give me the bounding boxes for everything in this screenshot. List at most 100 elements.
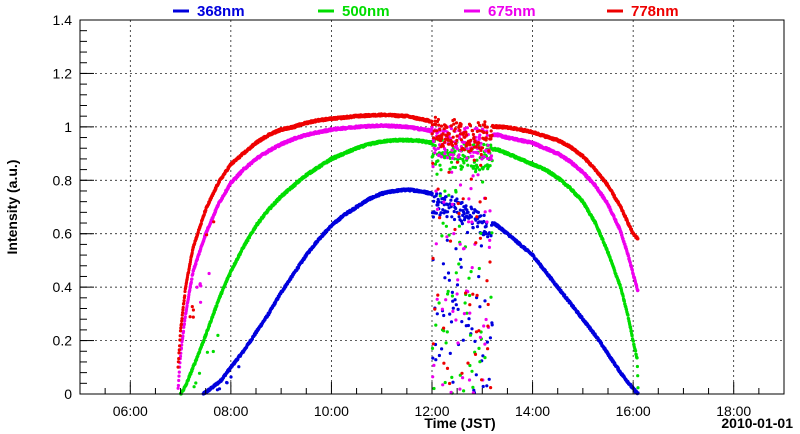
data-point: [631, 339, 636, 343]
data-point: [182, 299, 186, 303]
data-point: [451, 309, 455, 313]
data-point: [490, 231, 494, 235]
data-point: [456, 341, 460, 345]
data-point: [478, 360, 482, 364]
data-point: [182, 322, 186, 326]
data-point: [179, 322, 183, 326]
data-point: [455, 292, 459, 296]
data-point: [471, 226, 475, 230]
data-point: [454, 271, 458, 275]
data-point: [465, 156, 469, 160]
data-point: [454, 318, 458, 322]
data-point: [178, 329, 183, 333]
data-point: [478, 305, 482, 309]
data-point: [484, 232, 488, 236]
data-point: [476, 151, 480, 155]
data-point: [461, 338, 465, 342]
data-point: [177, 351, 181, 355]
data-point: [457, 262, 461, 266]
data-point: [296, 265, 301, 270]
data-point: [630, 333, 634, 337]
data-point: [176, 383, 180, 388]
data-point: [190, 277, 194, 281]
data-point: [443, 198, 447, 202]
data-point: [177, 378, 181, 383]
data-point: [450, 290, 454, 294]
data-point: [443, 189, 447, 193]
data-point: [466, 163, 470, 167]
data-point: [489, 157, 493, 161]
data-point: [459, 257, 463, 261]
data-point: [455, 197, 459, 201]
data-point: [469, 215, 473, 219]
data-point: [459, 219, 464, 223]
data-point: [195, 285, 199, 289]
data-point: [217, 387, 222, 391]
data-point: [462, 389, 466, 393]
data-points: [176, 112, 640, 396]
series-368nm: [201, 187, 640, 396]
data-point: [437, 301, 441, 305]
data-point: [445, 238, 449, 242]
data-point: [434, 242, 438, 246]
data-point: [482, 324, 486, 328]
data-point: [178, 338, 182, 342]
data-point: [444, 298, 448, 302]
data-point: [477, 136, 482, 140]
data-point: [488, 209, 492, 213]
data-point: [479, 214, 483, 218]
data-point: [452, 232, 456, 236]
data-point: [451, 306, 455, 310]
data-point: [449, 390, 453, 394]
data-point: [189, 280, 193, 284]
data-point: [477, 275, 481, 279]
data-point: [432, 363, 436, 367]
data-point: [435, 192, 439, 196]
data-point: [636, 288, 640, 292]
data-point: [467, 220, 471, 224]
data-point: [487, 245, 491, 249]
data-point: [458, 208, 462, 212]
data-point: [452, 217, 457, 222]
data-point: [453, 149, 457, 153]
data-point: [470, 220, 474, 224]
data-point: [454, 190, 458, 194]
data-point: [441, 262, 445, 266]
data-point: [207, 271, 211, 276]
data-point: [484, 317, 488, 322]
data-point: [437, 200, 441, 204]
data-point: [183, 315, 187, 319]
data-point: [471, 211, 476, 215]
data-point: [225, 380, 229, 385]
data-point: [194, 381, 198, 385]
data-point: [456, 307, 460, 311]
data-point: [435, 312, 439, 316]
data-point: [455, 147, 459, 151]
data-point: [229, 375, 233, 379]
data-point: [440, 347, 444, 351]
data-point: [440, 307, 444, 311]
data-point: [489, 154, 494, 158]
data-point: [488, 164, 492, 168]
data-point: [471, 154, 475, 158]
data-point: [432, 139, 436, 143]
data-point: [465, 126, 469, 130]
data-point: [451, 299, 455, 303]
data-point: [456, 278, 460, 282]
data-point: [447, 278, 451, 282]
data-point: [435, 297, 439, 301]
data-point: [483, 342, 487, 346]
data-point: [449, 198, 453, 202]
data-point: [216, 333, 220, 337]
data-point: [180, 317, 184, 321]
data-point: [432, 386, 436, 391]
data-point: [459, 265, 463, 269]
data-point: [439, 168, 443, 172]
data-point: [451, 156, 455, 160]
data-point: [178, 344, 182, 348]
data-point: [460, 222, 464, 226]
data-point: [464, 204, 468, 208]
data-point: [463, 301, 467, 305]
data-point: [480, 157, 484, 161]
data-point: [477, 346, 481, 350]
